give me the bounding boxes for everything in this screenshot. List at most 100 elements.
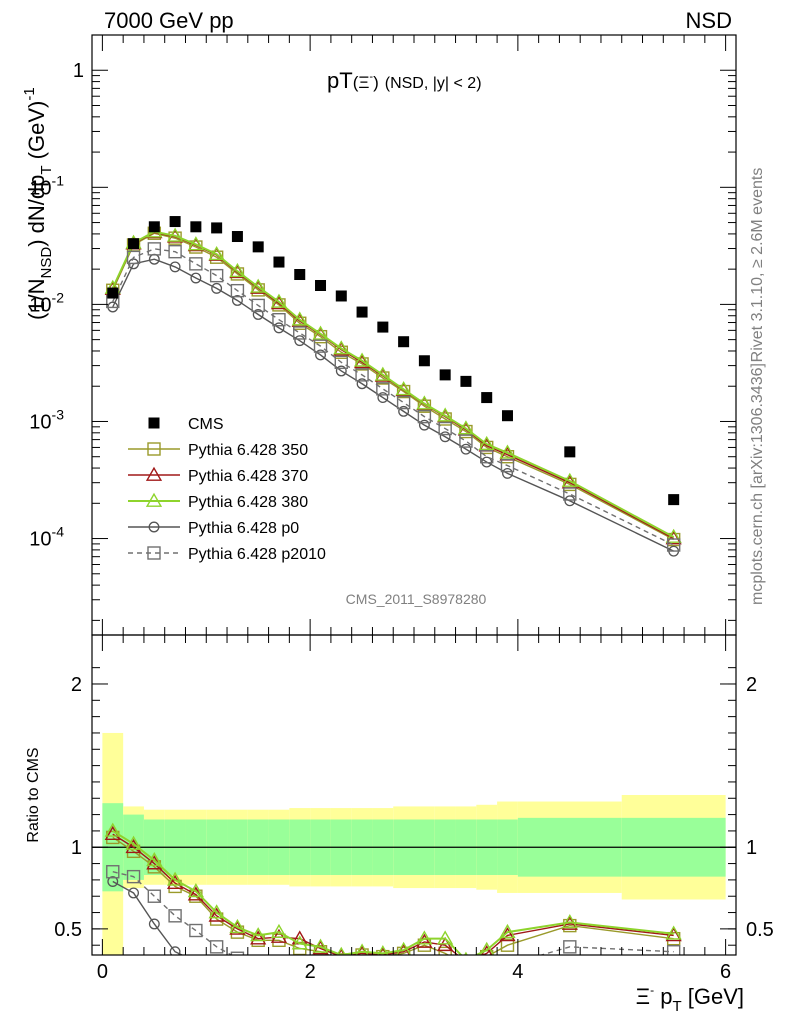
pythia-6-428-p2010-point	[438, 421, 452, 436]
pythia-6-428-380-ratio-point	[499, 923, 516, 939]
pythia-6-428-350-ratio-point	[334, 953, 348, 955]
pythia-6-428-370-point	[665, 530, 682, 545]
cms-data-point	[335, 290, 347, 302]
legend: CMS Pythia 6.428 350 Pythia 6.428 370 Pythi…	[128, 416, 326, 563]
plot-title: pT(Ξ-) (NSD, |y| < 2)	[327, 68, 482, 93]
pythia-6-428-p0-point	[502, 467, 513, 479]
pythia-6-428-p2010-ratio-point	[335, 965, 347, 977]
pythia-6-428-p2010-line	[112, 248, 674, 546]
pythia-6-428-p0-point	[377, 392, 389, 404]
pythia-6-428-370-ratio-point	[378, 946, 388, 955]
pythia-6-428-p0-ratio-point	[482, 983, 492, 993]
pythia-6-428-p0-point	[273, 322, 285, 334]
ratio-tick-label-right: 0.5	[746, 919, 774, 941]
legend-pythia-6-428-p2010-label: Pythia 6.428 p2010	[188, 546, 326, 563]
source-label: mcplots.cern.ch [arXiv:1306.3436]	[749, 363, 766, 605]
legend-pythia-6-428-380-marker	[145, 492, 163, 507]
y-tick-label: 10-3	[29, 406, 64, 433]
pythia-6-428-p2010-ratio-point	[418, 962, 430, 974]
pythia-6-428-p0-ratio-point	[169, 946, 181, 955]
pythia-6-428-380-ratio-point	[377, 945, 389, 955]
pythia-6-428-380-ratio-point	[336, 946, 347, 955]
pythia-6-428-380-point	[478, 435, 495, 451]
cms-data-point	[398, 336, 410, 348]
pythia-6-428-380-point	[333, 340, 350, 355]
pythia-6-428-p0-ratio-point	[420, 983, 430, 993]
legend-pythia-6-428-370-marker	[145, 466, 163, 481]
header-right: NSD	[686, 8, 732, 33]
pythia-6-428-p0-point	[418, 419, 430, 431]
pythia-6-428-p2010-point	[396, 395, 411, 410]
pythia-6-428-p0-point	[335, 365, 347, 377]
x-tick-label: 0	[97, 961, 108, 983]
pythia-6-428-p0-ratio-point	[212, 965, 222, 975]
pythia-6-428-p2010-point	[480, 450, 494, 464]
x-tick-label: 2	[305, 961, 316, 983]
cms-data-point	[564, 446, 576, 458]
cms-data-point	[315, 280, 327, 291]
pythia-6-428-370-ratio-point	[464, 953, 467, 955]
cms-data-point	[231, 231, 243, 243]
pythia-6-428-380-point	[291, 311, 308, 326]
pythia-6-428-370-ratio-point	[270, 928, 288, 943]
cms-data-point	[190, 221, 202, 233]
pythia-6-428-p2010-point	[459, 434, 473, 448]
cms-data-point	[418, 355, 430, 367]
pythia-6-428-p0-line	[112, 258, 674, 552]
pythia-6-428-380-ratio-point	[437, 930, 454, 945]
pythia-6-428-380-ratio-point	[229, 918, 246, 934]
pythia-6-428-380-ratio-point	[416, 930, 433, 945]
pythia-6-428-380-point	[457, 420, 475, 435]
pythia-6-428-380-ratio-point	[250, 927, 267, 942]
pythia-6-428-380-ratio-point	[166, 871, 184, 886]
x-axis-label: Ξ- pT [GeV]	[636, 983, 744, 1015]
pythia-6-428-p2010-ratio-point	[106, 865, 120, 879]
pythia-6-428-p0-ratio-point	[107, 876, 119, 887]
pythia-6-428-p2010-ratio-point	[666, 945, 681, 955]
cms-data-point	[668, 494, 680, 506]
main-panel: 1 10-1 10-2 10-3 10-4	[29, 34, 737, 636]
pythia-6-428-p0-point	[356, 378, 368, 390]
cms-data-point	[148, 221, 160, 233]
pythia-6-428-380-ratio-point	[396, 941, 412, 955]
pythia-6-428-p0-point	[564, 495, 576, 507]
pythia-6-428-380-point	[250, 278, 267, 293]
legend-cms-label: CMS	[188, 416, 224, 433]
pythia-6-428-380-point	[270, 293, 288, 308]
x-tick-label: 6	[720, 961, 731, 983]
pythia-6-428-p0-ratio-point	[378, 983, 388, 993]
pythia-6-428-350-ratio-point	[355, 948, 369, 955]
cms-data-point	[294, 269, 306, 281]
ratio-y-axis-label: Ratio to CMS	[25, 747, 42, 842]
pythia-6-428-350-ratio-point	[438, 946, 452, 955]
ratio-tick-label-right: 2	[746, 674, 757, 696]
cms-data-point	[481, 392, 493, 404]
pythia-6-428-p2010-ratio-point	[481, 962, 493, 974]
ratio-panel: 0 2 4 6 2 2 1 1 0.5 0.5	[54, 634, 774, 993]
pythia-6-428-380-ratio-point	[479, 941, 495, 955]
pythia-6-428-p2010-ratio-point	[273, 960, 285, 972]
pythia-6-428-p2010-point	[251, 298, 265, 313]
pythia-6-428-p2010-point	[293, 326, 307, 340]
pythia-6-428-p2010-ratio-point	[252, 959, 264, 971]
pythia-6-428-380-point	[499, 444, 516, 459]
pythia-6-428-p0-point	[439, 431, 451, 443]
y-axis-label: (1/NNSD) dN/dpT (GeV)-1	[21, 87, 55, 320]
pythia-6-428-p0-point	[190, 272, 202, 284]
pythia-6-428-p2010-ratio-point	[439, 960, 451, 972]
legend-pythia-6-428-350-marker	[147, 442, 161, 456]
pythia-6-428-380-ratio-point	[187, 883, 204, 898]
pythia-6-428-380-ratio-point	[270, 923, 288, 939]
pythia-6-428-p2010-point	[376, 382, 390, 396]
pythia-6-428-p0-ratio-point	[148, 918, 160, 930]
y-tick-label: 10-4	[29, 524, 64, 551]
pythia-6-428-380-point	[229, 262, 246, 278]
rivet-version-label: Rivet 3.1.10, ≥ 2.6M events	[749, 168, 766, 363]
pythia-6-428-380-ratio-point	[355, 943, 369, 955]
pythia-6-428-380-point	[561, 472, 578, 487]
pythia-6-428-p2010-point	[168, 244, 182, 259]
y-tick-label: 1	[73, 60, 84, 82]
pythia-6-428-p0-ratio-point	[233, 970, 243, 980]
pythia-6-428-p2010-ratio-point	[147, 889, 162, 903]
